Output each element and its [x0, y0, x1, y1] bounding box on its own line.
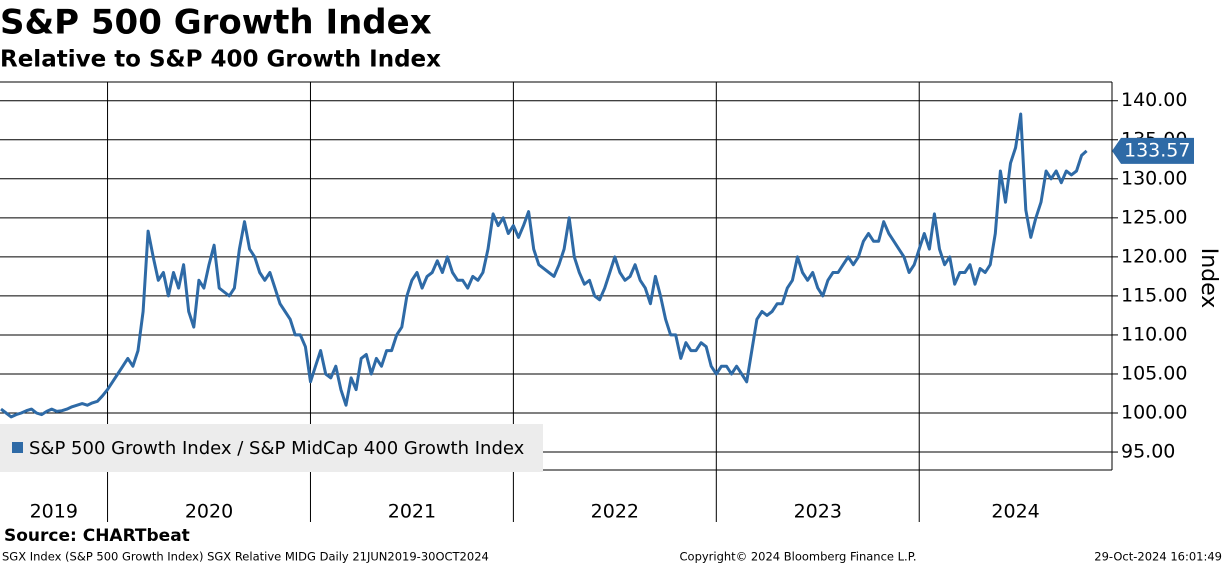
year-label: 2020 [185, 501, 233, 523]
chart-subtitle: Relative to S&P 400 Growth Index [0, 47, 441, 73]
legend-box [0, 424, 543, 472]
y-axis-label: Index [1196, 248, 1221, 309]
legend-swatch [12, 442, 23, 453]
footer-right: 29-Oct-2024 16:01:49 [1094, 550, 1222, 564]
last-value-tag [1112, 137, 1194, 164]
y-tick-label: 100.00 [1121, 402, 1187, 424]
y-tick-label: 130.00 [1121, 167, 1187, 189]
footer-left: SGX Index (S&P 500 Growth Index) SGX Rel… [2, 550, 489, 564]
y-tick-label: 115.00 [1121, 284, 1187, 306]
year-label: 2024 [991, 501, 1039, 523]
y-tick-label: 95.00 [1121, 441, 1175, 463]
last-value-label: 133.57 [1124, 139, 1190, 161]
y-tick-label: 140.00 [1121, 89, 1187, 111]
footer-center: Copyright© 2024 Bloomberg Finance L.P. [680, 550, 917, 564]
y-tick-label: 125.00 [1121, 206, 1187, 228]
year-label: 2019 [30, 501, 78, 523]
year-label: 2023 [794, 501, 842, 523]
chart-title: S&P 500 Growth Index [0, 3, 432, 43]
year-label: 2022 [591, 501, 639, 523]
series-line [0, 112, 1088, 419]
y-tick-label: 120.00 [1121, 245, 1187, 267]
legend-label: S&P 500 Growth Index / S&P MidCap 400 Gr… [29, 438, 525, 459]
source: Source: CHARTbeat [4, 526, 190, 546]
year-label: 2021 [388, 501, 436, 523]
y-tick-label: 105.00 [1121, 362, 1187, 384]
y-tick-label: 110.00 [1121, 323, 1187, 345]
